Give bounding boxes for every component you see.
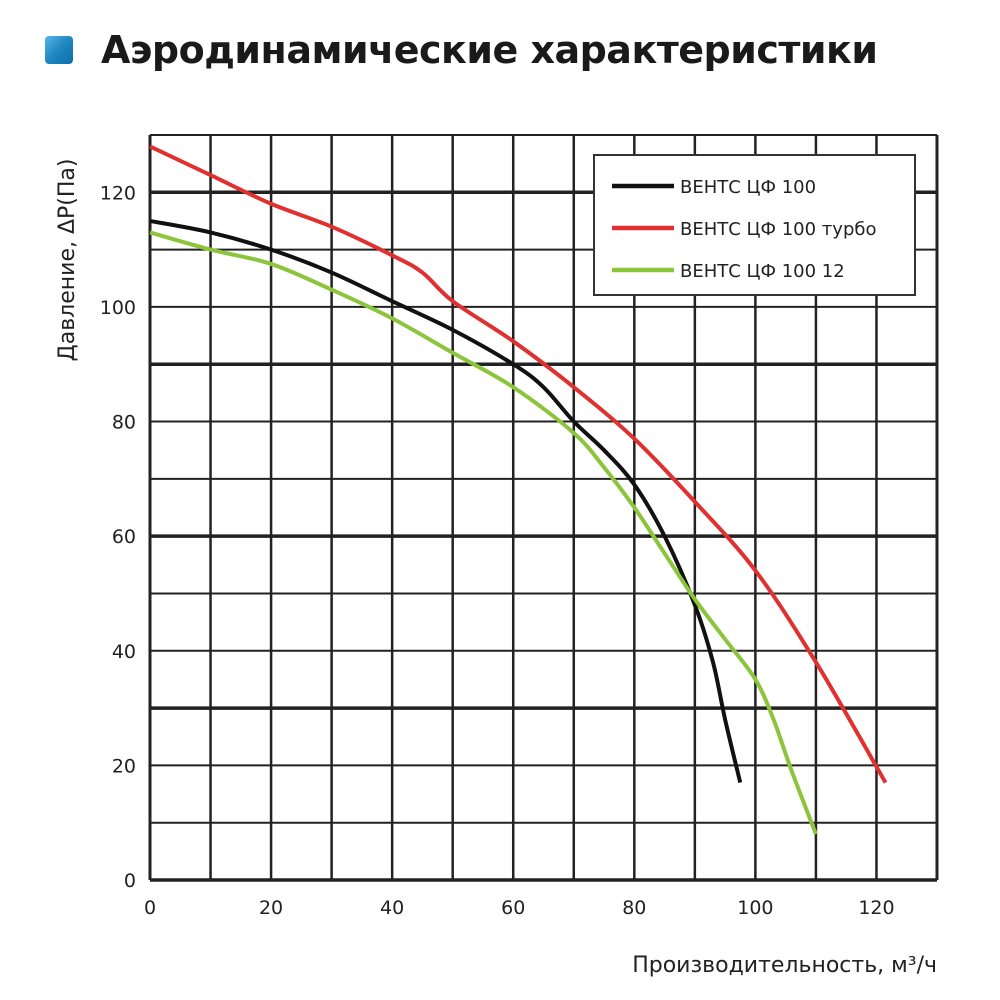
- legend-label: ВЕНТС ЦФ 100: [680, 177, 816, 198]
- x-tick-label: 60: [501, 897, 525, 919]
- x-tick-label: 100: [737, 897, 773, 919]
- x-tick-label: 80: [622, 897, 646, 919]
- y-tick-label: 20: [112, 755, 136, 777]
- blue-square-icon: [45, 36, 73, 64]
- series-line: [149, 230, 818, 835]
- series-line: [149, 218, 743, 784]
- y-tick-label: 60: [112, 526, 136, 548]
- legend-label: ВЕНТС ЦФ 100 12: [680, 261, 845, 282]
- x-axis-label: Производительность, м³/ч: [632, 953, 937, 978]
- x-tick-label: 0: [144, 897, 156, 919]
- x-tick-label: 120: [858, 897, 894, 919]
- y-tick-label: 120: [100, 182, 136, 204]
- y-tick-label: 100: [100, 297, 136, 319]
- y-tick-label: 80: [112, 412, 136, 434]
- y-tick-label: 0: [124, 870, 136, 892]
- page-title: Аэродинамические характеристики: [101, 28, 878, 72]
- y-tick-label: 40: [112, 641, 136, 663]
- x-tick-label: 20: [259, 897, 283, 919]
- y-axis-label: Давление, ΔР(Па): [55, 159, 80, 362]
- x-tick-label: 40: [380, 897, 404, 919]
- series-line: [149, 144, 888, 784]
- legend-label: ВЕНТС ЦФ 100 турбо: [680, 219, 877, 240]
- header: Аэродинамические характеристики: [45, 28, 878, 72]
